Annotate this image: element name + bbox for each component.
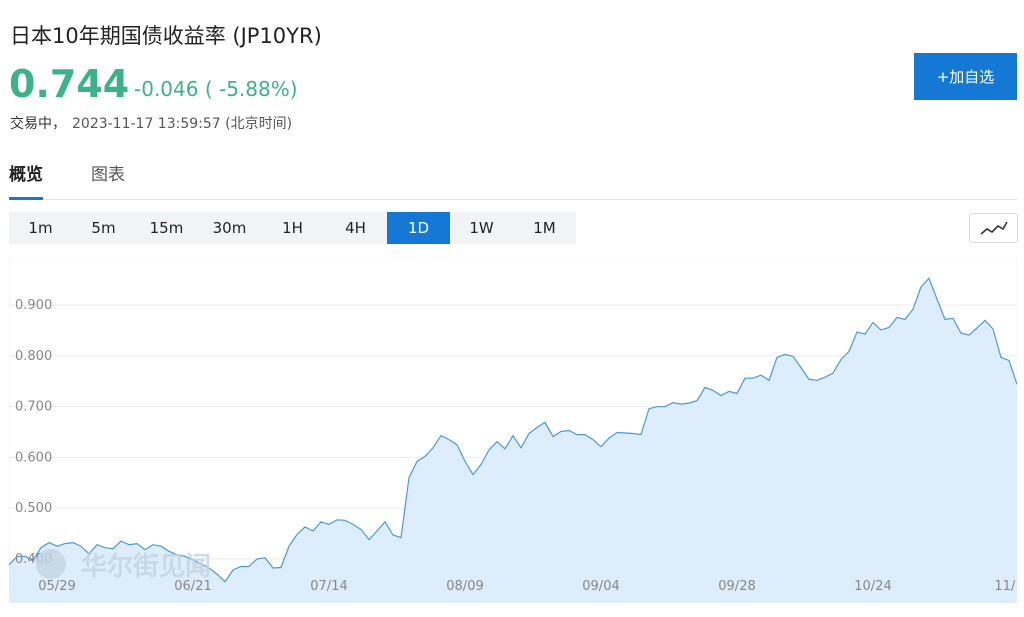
timeframe-button[interactable]: 30m [212, 219, 247, 237]
line [9, 277, 1017, 583]
y-tick-label: 0.600 [15, 450, 52, 465]
tabs: 概览 图表 [9, 160, 1017, 200]
area-fill [9, 278, 1017, 603]
x-tick-label: 07/14 [310, 579, 347, 594]
timeframe-button[interactable]: 1M [533, 219, 556, 237]
timeframe-button[interactable]: 15m [149, 219, 184, 237]
y-tick-label: 0.900 [15, 298, 52, 313]
watermark-logo [36, 549, 66, 579]
price: 0.744 [9, 62, 130, 106]
timeframe-button[interactable]: 1m [28, 219, 53, 237]
x-tick-label: 11/1 [994, 579, 1017, 594]
timeframe-button[interactable]: 5m [91, 219, 116, 237]
timeframe-button[interactable]: 4H [345, 219, 366, 237]
timeframe-bar: 1m 5m 15m 30m 1H 4H 1D 1W 1M [9, 212, 576, 244]
tab[interactable]: 图表 [91, 165, 125, 185]
timeframe-button[interactable]: 1D [387, 212, 450, 244]
tab[interactable]: 概览 [9, 160, 43, 200]
y-tick-label: 0.700 [15, 400, 52, 415]
chart-style-icon [980, 221, 1008, 235]
timeframe-button[interactable]: 1H [282, 219, 303, 237]
x-tick-label: 10/24 [854, 579, 891, 594]
y-tick-label: 0.500 [15, 501, 52, 516]
watermark: 华尔街见闻 [81, 551, 211, 582]
timeframe-button[interactable]: 1W [469, 219, 494, 237]
x-tick-label: 08/09 [446, 579, 483, 594]
x-tick-label: 06/21 [174, 579, 211, 594]
y-tick-label: 0.800 [15, 349, 52, 364]
price-change: -0.046 ( -5.88%) [134, 77, 298, 101]
status: 交易中， [10, 116, 66, 132]
chart-style-button[interactable] [969, 213, 1018, 243]
add-watchlist-button[interactable]: +加自选 [914, 53, 1017, 100]
x-tick-label: 09/04 [582, 579, 619, 594]
x-tick-label: 09/28 [718, 579, 755, 594]
timestamp: 2023-11-17 13:59:57 (北京时间) [72, 116, 293, 132]
title: 日本10年期国债收益率 (JP10YR) [10, 24, 322, 48]
x-tick-label: 05/29 [38, 579, 75, 594]
